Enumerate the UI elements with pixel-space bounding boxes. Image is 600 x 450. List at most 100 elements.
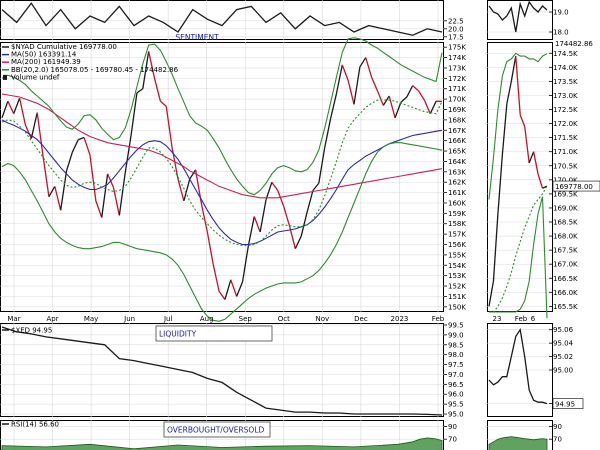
legend-swatch	[3, 74, 7, 80]
rsi-area-rsi-zoom	[488, 436, 548, 450]
annotation-box	[163, 421, 271, 438]
price-segment	[124, 135, 132, 173]
y-tick-label: 99.5	[448, 321, 464, 329]
price-segment	[277, 190, 285, 207]
x-tick-label: Mar	[7, 315, 20, 323]
x-tick-label: Feb	[515, 315, 528, 323]
series-line-price	[1, 326, 443, 416]
y-tick-label: 19.0	[553, 9, 569, 17]
y-tick-label: 172.5K	[553, 106, 578, 114]
price-segment	[247, 216, 255, 246]
legend-entry: MA(50) 163391.14	[11, 51, 77, 59]
y-tick-label: 172K	[448, 75, 466, 83]
price-segment	[13, 97, 21, 114]
price-segment	[24, 124, 32, 139]
price-segment	[371, 77, 379, 92]
y-tick-label: 168.0K	[553, 233, 578, 241]
legend-entry: $XED 94.95	[11, 327, 52, 335]
x-tick-label: 23	[493, 315, 502, 323]
price-segment	[492, 213, 499, 282]
panel-annotation: OVERBOUGHT/OVERSOLD	[167, 426, 265, 435]
price-segment	[506, 81, 512, 105]
y-tick-label: 156K	[448, 241, 466, 249]
series-line-bb_upper	[1, 37, 443, 196]
price-segment	[365, 57, 373, 78]
y-tick-label: 169.5K	[553, 190, 578, 198]
y-tick-label: 96.0	[448, 391, 464, 399]
panel-frame-sentiment-zoom	[487, 42, 553, 312]
y-tick-label: 163K	[448, 168, 466, 176]
y-tick-label: 160K	[448, 199, 466, 207]
y-tick-label: 158K	[448, 220, 466, 228]
y-tick-label: 170K	[448, 96, 466, 104]
x-tick-label: Dec	[354, 315, 368, 323]
y-tick-label: 171.5K	[553, 134, 578, 142]
price-segment	[341, 64, 349, 81]
price-segment	[335, 64, 343, 95]
price-segment	[282, 205, 291, 226]
x-tick-label: Feb	[432, 315, 445, 323]
price-segment	[528, 151, 535, 164]
price-segment	[136, 88, 144, 94]
y-tick-label: 151K	[448, 293, 466, 301]
legend-entry: Volume undef	[11, 73, 60, 81]
y-tick-label: 174.5K	[553, 50, 578, 58]
price-segment	[312, 182, 320, 191]
y-tick-label: 167.0K	[553, 261, 578, 269]
price-segment	[488, 280, 495, 307]
legend-entry: BB(20,2.0) 165078.05 - 169780.45 - 17448…	[11, 66, 179, 74]
y-tick-label: 166K	[448, 137, 466, 145]
value-tag-bg	[552, 398, 584, 409]
y-tick-label: 17.5	[448, 33, 464, 41]
y-tick-label: 70	[553, 436, 562, 444]
last-value-tag: 169778.00	[555, 183, 593, 191]
value-tag: 174482.86	[555, 40, 593, 48]
price-segment	[95, 200, 103, 218]
y-tick-label: 95.04	[553, 340, 574, 348]
y-tick-label: 173.5K	[553, 78, 578, 86]
price-segment	[159, 100, 167, 107]
y-tick-label: 162K	[448, 179, 466, 187]
series-line-bb_mid	[1, 99, 443, 247]
price-segment	[183, 178, 191, 202]
panel-frame-top-strip	[0, 0, 444, 40]
price-segment	[60, 170, 68, 211]
x-tick-label: Apr	[46, 315, 58, 323]
price-segment	[236, 281, 244, 297]
price-segment	[519, 114, 526, 127]
price-segment	[253, 216, 261, 233]
price-segment	[1, 100, 9, 119]
y-tick-label: 154K	[448, 262, 466, 270]
x-tick-label: Jul	[163, 315, 173, 323]
y-tick-label: 172.0K	[553, 120, 578, 128]
price-segment	[230, 279, 238, 297]
price-segment	[497, 154, 504, 214]
price-segment	[347, 80, 355, 105]
y-tick-label: 170.5K	[553, 162, 578, 170]
price-segment	[412, 85, 419, 92]
price-segment	[200, 203, 208, 233]
price-segment	[271, 181, 279, 191]
x-tick-label: Nov	[316, 315, 330, 323]
y-tick-label: 166.5K	[553, 275, 578, 283]
series-line-price	[488, 0, 548, 33]
price-segment	[532, 151, 539, 175]
price-segment	[406, 85, 414, 98]
x-tick-label: Sep	[239, 315, 253, 323]
price-segment	[83, 137, 91, 156]
y-tick-label: 169.0K	[553, 204, 578, 212]
y-tick-label: 98.0	[448, 351, 464, 359]
price-segment	[376, 90, 384, 106]
price-segment	[318, 147, 326, 184]
y-tick-label: 168K	[448, 116, 466, 124]
price-segment	[537, 173, 544, 189]
price-segment	[501, 103, 508, 155]
price-segment	[329, 93, 338, 119]
price-segment	[89, 155, 97, 201]
series-line-bb_upper	[488, 52, 548, 200]
y-tick-label: 22.5	[448, 17, 464, 25]
price-segment	[241, 245, 250, 282]
series-line-ma200	[1, 93, 443, 199]
series-line-bb_lower	[1, 142, 443, 322]
last-value-tag: 94.95	[555, 401, 575, 409]
